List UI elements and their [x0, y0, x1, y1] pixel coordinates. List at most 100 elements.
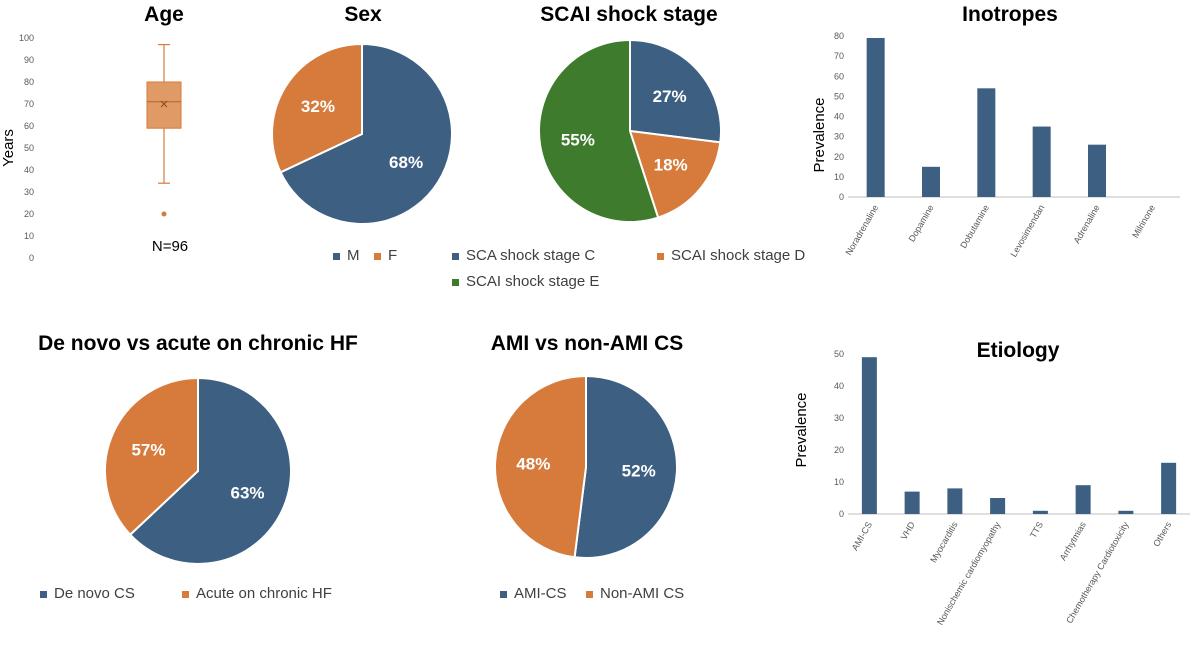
- scai-legend-label: SCAI shock stage D: [671, 247, 805, 264]
- age-n-label: N=96: [152, 238, 188, 255]
- etiology-y-tick: 0: [839, 509, 844, 519]
- scai-legend-swatch: [452, 279, 459, 286]
- inotropes-bar: [922, 166, 940, 197]
- scai-slice-label: 27%: [653, 87, 687, 106]
- etiology-x-tick: AMI-CS: [850, 520, 874, 552]
- inotropes-y-tick: 60: [834, 71, 844, 81]
- inotropes-bar: [1032, 126, 1051, 197]
- inotropes-bar: [1088, 144, 1106, 197]
- etiology-x-tick: TTS: [1028, 520, 1045, 540]
- sex-slice: [279, 42, 453, 225]
- age-y-label: Years: [0, 129, 17, 167]
- etiology-y-tick: 30: [834, 413, 844, 423]
- inotropes-x-tick: Milrinone: [1130, 203, 1157, 240]
- etiology-bar: [861, 357, 877, 514]
- scai-legend-swatch: [452, 253, 459, 260]
- scai-legend-label: SCAI shock stage E: [466, 273, 599, 290]
- inotropes-y-tick: 20: [834, 152, 844, 162]
- age-box: [146, 81, 182, 129]
- denovo-legend-swatch: [182, 591, 189, 598]
- ami-legend-swatch: [500, 591, 507, 598]
- inotropes-bar: [977, 88, 996, 197]
- scai-slice-label: 18%: [654, 156, 688, 175]
- etiology-x-tick: Myocarditis: [928, 520, 960, 565]
- sex-legend-swatch: [374, 253, 381, 260]
- age-y-tick: 0: [29, 253, 34, 263]
- denovo-legend-swatch: [40, 591, 47, 598]
- etiology-bar: [1032, 510, 1048, 514]
- denovo-legend-label: De novo CS: [54, 585, 135, 602]
- etiology-title: Etiology: [977, 339, 1060, 362]
- inotropes-y-tick: 70: [834, 51, 844, 61]
- inotropes-x-tick: Dobutamine: [958, 203, 991, 250]
- age-y-tick: 30: [24, 187, 34, 197]
- sex-slice-label: 68%: [389, 153, 423, 172]
- etiology-y-tick: 10: [834, 477, 844, 487]
- etiology-bar: [1118, 510, 1134, 514]
- scai-slice: [538, 38, 660, 223]
- ami-slice-label: 48%: [516, 455, 550, 474]
- etiology-bar: [1161, 462, 1177, 514]
- inotropes-y-tick: 10: [834, 172, 844, 182]
- inotropes-x-tick: Adrenaline: [1072, 203, 1102, 245]
- age-y-tick: 10: [24, 231, 34, 241]
- inotropes-x-tick: Noradrenaline: [843, 203, 880, 257]
- inotropes-y-tick: 50: [834, 91, 844, 101]
- etiology-x-tick: VHD: [899, 520, 917, 542]
- denovo-title: De novo vs acute on chronic HF: [38, 332, 358, 355]
- ami-legend-label: AMI-CS: [514, 585, 567, 602]
- ami-slice: [573, 374, 678, 559]
- scai-title: SCAI shock stage: [540, 3, 717, 26]
- etiology-x-tick: Arrhytmias: [1058, 520, 1088, 563]
- inotropes-bar: [866, 38, 885, 198]
- sex-slice: [271, 42, 363, 174]
- etiology-bar: [904, 491, 920, 514]
- etiology-y-tick: 20: [834, 445, 844, 455]
- scai-legend-label: SCA shock stage C: [466, 247, 595, 264]
- sex-legend-swatch: [333, 253, 340, 260]
- ami-slice: [494, 374, 587, 559]
- etiology-y-label: Prevalence: [793, 392, 810, 467]
- denovo-legend-label: Acute on chronic HF: [196, 585, 332, 602]
- inotropes-x-tick: Levosimendan: [1008, 203, 1046, 259]
- etiology-y-tick: 50: [834, 349, 844, 359]
- denovo-slice: [128, 376, 292, 565]
- ami-legend-swatch: [586, 591, 593, 598]
- sex-legend-label: F: [388, 247, 397, 264]
- inotropes-x-tick: Dopamine: [907, 203, 936, 244]
- inotropes-y-tick: 40: [834, 112, 844, 122]
- denovo-slice-label: 63%: [230, 483, 264, 502]
- ami-slice-label: 52%: [622, 461, 656, 480]
- denovo-slice-label: 57%: [131, 441, 165, 460]
- age-outlier: [161, 211, 167, 217]
- inotropes-y-label: Prevalence: [811, 97, 828, 172]
- age-y-tick: 40: [24, 165, 34, 175]
- scai-legend-swatch: [657, 253, 664, 260]
- etiology-y-tick: 40: [834, 381, 844, 391]
- inotropes-y-tick: 80: [834, 31, 844, 41]
- age-y-tick: 20: [24, 209, 34, 219]
- age-y-tick: 90: [24, 55, 34, 65]
- etiology-bar: [947, 488, 963, 514]
- age-mean-marker: [160, 100, 168, 108]
- inotropes-title: Inotropes: [962, 3, 1058, 26]
- ami-title: AMI vs non-AMI CS: [491, 332, 684, 355]
- inotropes-y-tick: 30: [834, 132, 844, 142]
- age-y-tick: 100: [19, 33, 34, 43]
- etiology-bar: [990, 498, 1006, 514]
- age-y-tick: 70: [24, 99, 34, 109]
- sex-slice-label: 32%: [301, 97, 335, 116]
- age-y-tick: 60: [24, 121, 34, 131]
- sex-title: Sex: [344, 3, 382, 26]
- age-title: Age: [144, 3, 184, 26]
- age-y-tick: 50: [24, 143, 34, 153]
- ami-legend-label: Non-AMI CS: [600, 585, 684, 602]
- age-y-tick: 80: [24, 77, 34, 87]
- scai-slice: [628, 129, 722, 219]
- etiology-bar: [1075, 485, 1091, 514]
- sex-legend-label: M: [347, 247, 360, 264]
- scai-slice-label: 55%: [561, 130, 595, 149]
- etiology-x-tick: Others: [1151, 520, 1173, 549]
